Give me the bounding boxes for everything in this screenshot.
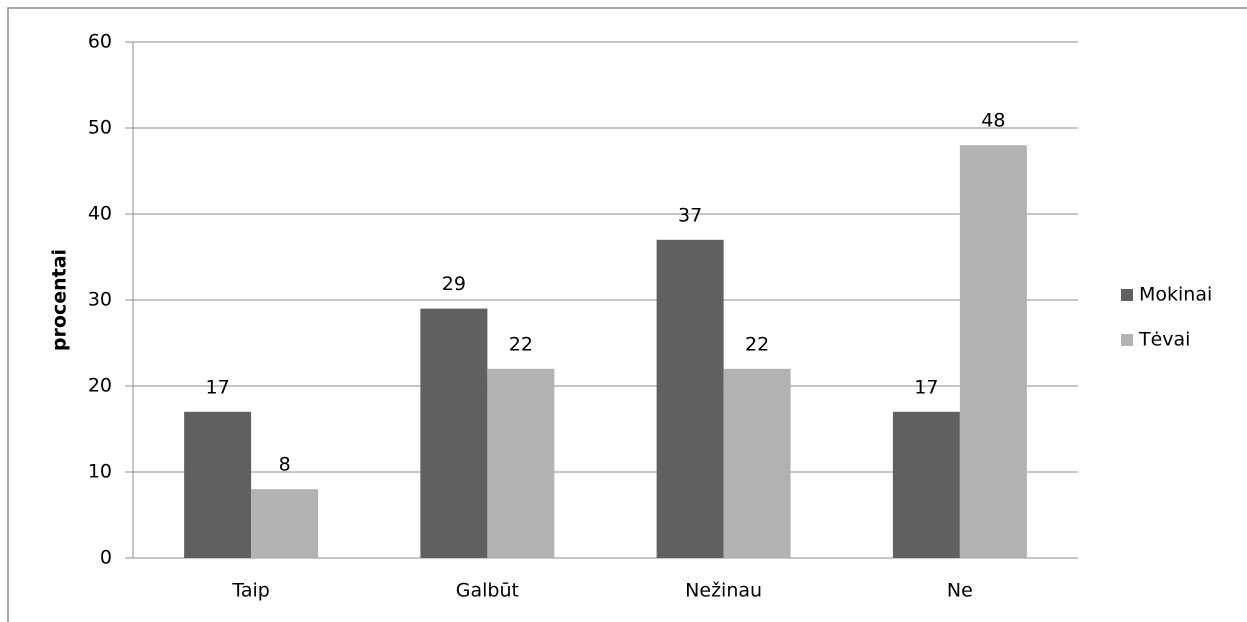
y-tick-label: 20 bbox=[88, 375, 112, 397]
data-label: 29 bbox=[442, 273, 466, 295]
x-tick-label: Nežinau bbox=[685, 580, 762, 602]
y-tick-label: 60 bbox=[88, 31, 112, 53]
legend-swatch bbox=[1121, 334, 1133, 346]
y-tick-label: 0 bbox=[100, 547, 112, 569]
data-label: 17 bbox=[206, 376, 230, 398]
bar bbox=[184, 411, 252, 558]
bar bbox=[723, 368, 791, 558]
data-label: 22 bbox=[509, 333, 533, 355]
data-label: 48 bbox=[981, 110, 1005, 132]
bar bbox=[656, 239, 724, 559]
y-tick-label: 50 bbox=[88, 117, 112, 139]
legend-swatch bbox=[1121, 289, 1133, 301]
legend-label: Tėvai bbox=[1138, 329, 1190, 351]
y-tick-label: 30 bbox=[88, 289, 112, 311]
y-tick-label: 40 bbox=[88, 203, 112, 225]
y-axis-label: procentai bbox=[49, 249, 71, 351]
x-tick-label: Galbūt bbox=[456, 580, 519, 602]
x-tick-label: Ne bbox=[947, 580, 973, 602]
legend-label: Mokinai bbox=[1139, 284, 1212, 306]
bar bbox=[487, 368, 555, 558]
y-tick-label: 10 bbox=[88, 461, 112, 483]
data-label: 37 bbox=[678, 204, 702, 226]
data-label: 8 bbox=[279, 454, 291, 476]
bar bbox=[251, 489, 319, 558]
data-label: 17 bbox=[914, 376, 938, 398]
bar bbox=[959, 145, 1027, 558]
bar bbox=[892, 411, 960, 558]
data-label: 22 bbox=[745, 333, 769, 355]
bar bbox=[420, 308, 488, 558]
x-tick-label: Taip bbox=[231, 580, 269, 602]
